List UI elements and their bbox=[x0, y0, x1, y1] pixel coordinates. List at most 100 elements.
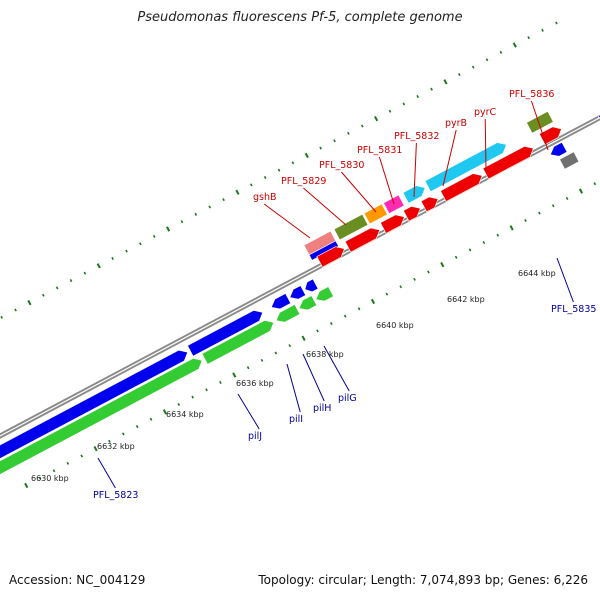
outer-tick-mark bbox=[499, 50, 503, 54]
gene-block[interactable] bbox=[482, 146, 534, 180]
kbp-tick-label: 6642 kbp bbox=[447, 295, 485, 304]
gene-block[interactable] bbox=[0, 358, 203, 475]
gene-block[interactable] bbox=[187, 310, 264, 357]
kbp-tick-label: 6640 kbp bbox=[376, 321, 414, 330]
gene-block[interactable] bbox=[333, 213, 369, 241]
forward-leader-line bbox=[303, 187, 347, 226]
forward-gene-label[interactable]: PFL_5830 bbox=[319, 160, 364, 171]
inner-tick-mark bbox=[80, 454, 84, 458]
forward-leader-line bbox=[530, 100, 549, 151]
backbone-layer bbox=[0, 114, 600, 439]
inner-tick-mark bbox=[385, 292, 389, 296]
outer-tick-mark bbox=[55, 286, 59, 290]
gene-block[interactable] bbox=[559, 151, 580, 170]
inner-tick-mark bbox=[219, 380, 222, 384]
gene-block[interactable] bbox=[316, 246, 345, 268]
inner-tick-mark bbox=[191, 395, 194, 399]
gene-block[interactable] bbox=[304, 278, 319, 293]
gene-block[interactable] bbox=[298, 295, 318, 311]
reverse-gene-label[interactable]: pilJ bbox=[248, 431, 262, 442]
outer-tick-mark bbox=[277, 168, 281, 172]
gene-block[interactable] bbox=[344, 227, 381, 253]
outer-tick-mark bbox=[139, 242, 142, 246]
leader-line-layer bbox=[97, 100, 574, 489]
outer-tick-mark bbox=[111, 256, 114, 261]
forward-leader-line bbox=[263, 203, 311, 239]
inner-tick-mark bbox=[454, 255, 458, 259]
inner-tick-mark bbox=[357, 307, 361, 311]
inner-tick-mark bbox=[232, 372, 237, 378]
inner-tick-mark bbox=[482, 241, 486, 245]
outer-tick-mark bbox=[291, 161, 295, 165]
inner-tick-mark bbox=[122, 432, 125, 436]
gene-block[interactable] bbox=[402, 206, 421, 222]
reverse-gene-label[interactable]: PFL_5823 bbox=[93, 490, 138, 501]
map-title: Pseudomonas fluorescens Pf-5, complete g… bbox=[137, 10, 463, 25]
inner-tick-mark bbox=[509, 225, 514, 231]
forward-gene-label[interactable]: PFL_5829 bbox=[281, 176, 326, 187]
reverse-gene-label[interactable]: pilI bbox=[289, 414, 303, 425]
gene-block[interactable] bbox=[289, 285, 307, 300]
forward-leader-line bbox=[341, 171, 377, 213]
inner-tick-mark bbox=[108, 439, 111, 443]
outer-tick-mark bbox=[166, 226, 171, 232]
forward-leader-line bbox=[442, 129, 457, 187]
outer-tick-mark bbox=[14, 308, 17, 312]
outer-tick-mark bbox=[235, 189, 240, 195]
gene-block[interactable] bbox=[380, 214, 405, 234]
reverse-leader-line bbox=[97, 457, 116, 489]
forward-gene-label[interactable]: gshB bbox=[253, 192, 277, 203]
reverse-leader-line bbox=[302, 353, 325, 402]
gene-block[interactable] bbox=[420, 196, 439, 213]
gene-block[interactable] bbox=[315, 286, 334, 302]
forward-leader-line bbox=[413, 142, 417, 198]
gene-block[interactable] bbox=[383, 194, 405, 215]
inner-tick-mark bbox=[343, 314, 347, 318]
outer-tick-mark bbox=[83, 271, 87, 275]
forward-gene-label[interactable]: PFL_5832 bbox=[394, 131, 439, 142]
inner-tick-mark bbox=[288, 344, 292, 348]
gene-block[interactable] bbox=[201, 320, 275, 365]
inner-tick-mark bbox=[370, 298, 376, 305]
inner-tick-mark bbox=[427, 270, 430, 274]
inner-tick-mark bbox=[66, 461, 70, 465]
gene-block[interactable] bbox=[440, 173, 483, 202]
gene-block[interactable] bbox=[526, 110, 554, 134]
inner-tick-mark bbox=[316, 329, 319, 333]
outer-tick-mark bbox=[471, 65, 475, 69]
forward-gene-label[interactable]: pyrB bbox=[445, 118, 467, 129]
outer-tick-mark bbox=[263, 176, 267, 180]
outer-tick-mark bbox=[555, 21, 558, 25]
forward-gene-label[interactable]: PFL_5836 bbox=[509, 89, 554, 100]
inner-tick-mark bbox=[301, 335, 306, 341]
inner-tick-mark bbox=[440, 261, 445, 268]
outer-tick-mark bbox=[430, 87, 433, 91]
inner-tick-mark bbox=[551, 204, 555, 208]
gene-block[interactable] bbox=[270, 293, 292, 310]
forward-gene-label[interactable]: pyrC bbox=[474, 107, 497, 118]
gene-block[interactable] bbox=[275, 304, 301, 323]
inner-tick-mark bbox=[24, 482, 29, 489]
gene-block[interactable] bbox=[0, 349, 189, 463]
reverse-gene-label[interactable]: pilG bbox=[338, 393, 357, 404]
reverse-gene-label[interactable]: PFL_5835 bbox=[551, 304, 596, 315]
gene-block[interactable] bbox=[549, 141, 568, 157]
reverse-leader-line bbox=[556, 257, 574, 303]
backbone-outer bbox=[0, 114, 600, 439]
gene-block[interactable] bbox=[363, 203, 388, 225]
outer-tick-mark bbox=[360, 124, 364, 128]
outer-tick-mark bbox=[27, 299, 32, 306]
reverse-gene-label[interactable]: pilH bbox=[313, 403, 331, 414]
outer-tick-mark bbox=[541, 28, 544, 32]
outer-tick-mark bbox=[402, 102, 406, 106]
kbp-tick-label: 6634 kbp bbox=[166, 410, 204, 419]
inner-tick-mark bbox=[593, 182, 597, 186]
forward-gene-label[interactable]: PFL_5831 bbox=[357, 145, 402, 156]
inner-tick-mark bbox=[246, 366, 250, 370]
reverse-leader-line bbox=[237, 393, 260, 430]
gene-block[interactable] bbox=[308, 240, 339, 261]
inner-tick-mark bbox=[330, 322, 333, 326]
outer-tick-mark bbox=[249, 183, 253, 187]
outer-tick-mark bbox=[512, 42, 517, 48]
